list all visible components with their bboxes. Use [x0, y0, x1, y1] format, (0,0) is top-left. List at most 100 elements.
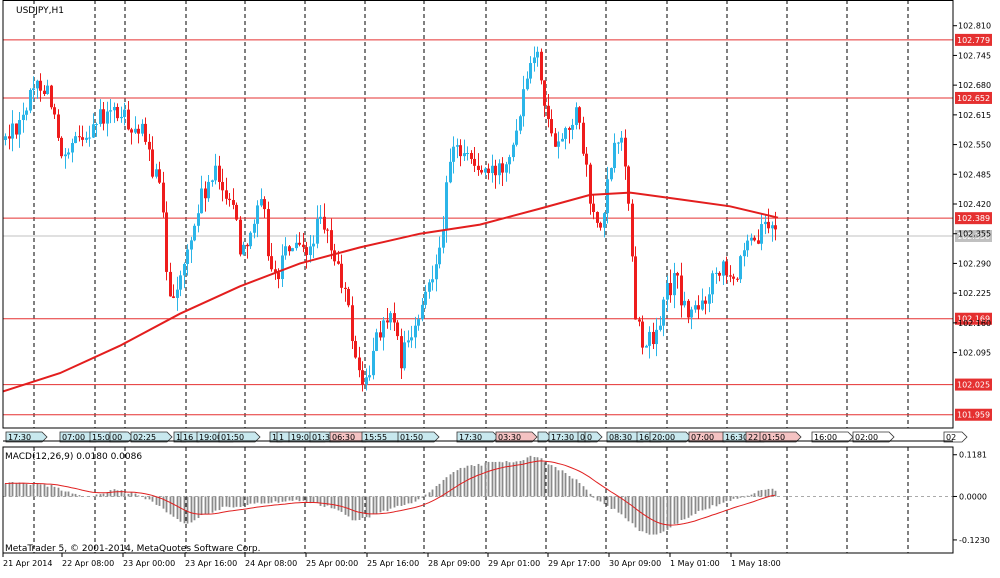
candle-body — [470, 153, 473, 159]
event-flag-label: 17:30 — [551, 433, 574, 442]
event-flag[interactable] — [218, 431, 261, 443]
candle-body — [379, 332, 382, 338]
event-flag[interactable] — [584, 431, 603, 443]
candle-body — [463, 153, 466, 157]
candle-body — [372, 350, 375, 376]
candle-body — [487, 168, 490, 174]
candle-body — [711, 273, 714, 295]
time-tick-label: 1 May 01:00 — [670, 559, 720, 568]
time-axis: 21 Apr 2014 22 Apr 08:00 23 Apr 00:00 23 Ap… — [2, 553, 781, 568]
candle-body — [18, 120, 21, 135]
candle-body — [382, 320, 385, 338]
event-flag[interactable] — [109, 431, 134, 443]
candle-body — [43, 90, 46, 95]
candle-body — [319, 216, 322, 219]
candle-body — [351, 305, 354, 342]
candle-body — [424, 291, 427, 305]
candle-body — [554, 133, 557, 147]
candle-body — [764, 221, 767, 225]
level-price-tag[interactable] — [955, 33, 992, 46]
candle-body — [22, 114, 25, 121]
event-flag[interactable] — [649, 431, 692, 443]
event-flag[interactable] — [943, 431, 968, 443]
candle-body — [610, 168, 613, 180]
event-flag[interactable] — [811, 431, 854, 443]
candle-body — [473, 158, 476, 166]
level-price-tag[interactable] — [955, 212, 992, 225]
copyright-label: MetaTrader 5, © 2001-2014, MetaQuotes So… — [5, 544, 261, 554]
candle-body — [134, 128, 137, 133]
level-price-tag[interactable] — [955, 91, 992, 104]
candle-body — [130, 129, 133, 133]
candle-body — [617, 142, 620, 144]
horizontal-levels[interactable]: 102.779 102.652 102.389 102.169 102.025 101.9… — [3, 33, 992, 421]
event-flag[interactable] — [456, 431, 499, 443]
candle-body — [596, 212, 599, 223]
candle-body — [515, 130, 518, 145]
candle-body — [288, 246, 291, 252]
event-flag[interactable] — [397, 431, 440, 443]
event-flag[interactable] — [852, 431, 895, 443]
candle-body — [109, 110, 112, 112]
price-tick-label: 102.745 — [958, 51, 991, 60]
price-tick-label: 102.485 — [958, 170, 991, 179]
candle-body — [386, 320, 389, 323]
event-flag[interactable] — [759, 431, 802, 443]
event-flag-label: 16 — [183, 433, 193, 442]
candle-body — [92, 124, 95, 138]
candle-body — [680, 275, 683, 306]
price-tick-label: 102.420 — [958, 200, 991, 209]
candle-body — [491, 165, 494, 174]
level-price-tag[interactable] — [955, 408, 992, 421]
level-price-label: 101.959 — [957, 411, 990, 420]
candle-body — [99, 109, 102, 125]
candle-body — [466, 153, 469, 155]
candle-body — [15, 123, 18, 135]
candle-body — [116, 106, 119, 119]
event-flag[interactable] — [130, 431, 173, 443]
candle-body — [183, 263, 186, 276]
candle-body — [403, 342, 406, 369]
candle-body — [246, 244, 249, 247]
candle-body — [690, 309, 693, 318]
candle-body — [694, 305, 697, 310]
event-flag-label: 22 — [748, 433, 758, 442]
time-tick-label: 25 Apr 00:00 — [306, 559, 358, 568]
candle-body — [729, 275, 732, 277]
level-price-tag[interactable] — [955, 378, 992, 391]
candle-body — [417, 319, 420, 326]
event-flag-label: 07:00 — [62, 433, 85, 442]
candle-body — [214, 165, 217, 181]
time-tick-label: 23 Apr 16:00 — [185, 559, 237, 568]
candle-body — [564, 128, 567, 139]
macd-signal-line — [4, 460, 776, 526]
candle-body — [704, 300, 707, 304]
candle-body — [85, 137, 88, 140]
candle-body — [421, 304, 424, 320]
time-tick-label: 23 Apr 00:00 — [123, 559, 175, 568]
event-flag[interactable] — [537, 431, 552, 443]
event-flag[interactable] — [495, 431, 538, 443]
candle-body — [302, 244, 305, 248]
candle-body — [715, 272, 718, 274]
candle-body — [771, 225, 774, 229]
candle-body — [281, 255, 284, 280]
candle-body — [389, 313, 392, 323]
candle-body — [29, 90, 32, 111]
event-flag-label: 01:50 — [762, 433, 785, 442]
level-price-tag[interactable] — [955, 312, 992, 325]
candle-body — [165, 212, 168, 272]
level-price-label: 102.652 — [957, 94, 990, 103]
candle-body — [599, 222, 602, 228]
price-tick-label: 102.290 — [958, 259, 991, 268]
event-flag[interactable] — [5, 431, 48, 443]
event-flag-label: 06:30 — [332, 433, 355, 442]
candle-body — [36, 80, 39, 89]
candle-body — [267, 209, 270, 257]
candle-body — [613, 142, 616, 169]
candle-body — [505, 164, 508, 173]
candle-body — [396, 322, 399, 337]
